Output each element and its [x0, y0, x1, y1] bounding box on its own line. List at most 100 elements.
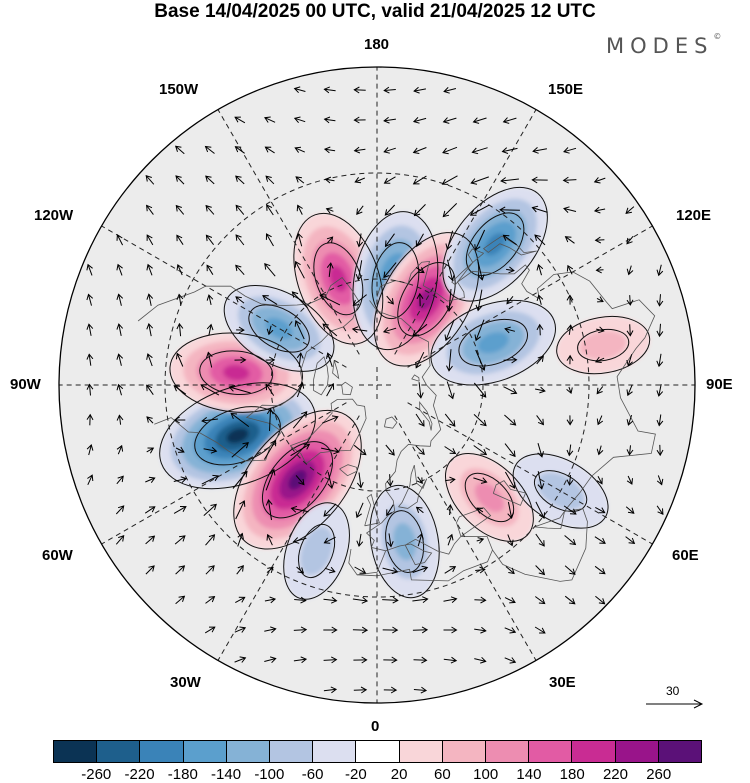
- wind-arrow: [442, 117, 457, 124]
- wind-arrow: [116, 323, 124, 336]
- wind-arrow: [356, 533, 364, 548]
- wind-arrow: [444, 446, 457, 455]
- wind-arrow: [503, 356, 518, 364]
- coastline: [313, 356, 329, 396]
- lon-label-150e: 150E: [548, 81, 584, 98]
- wind-arrow: [352, 294, 367, 307]
- wind-arrow: [205, 234, 214, 246]
- wind-arrow: [384, 204, 396, 216]
- wind-arrow: [474, 229, 486, 251]
- wind-arrow: [595, 266, 604, 274]
- anomaly-contour: [442, 186, 548, 302]
- wind-arrow: [566, 354, 574, 365]
- wind-arrow: [115, 505, 125, 515]
- colorbar-cell: [442, 741, 487, 762]
- anomaly-contour: [313, 242, 364, 316]
- wind-arrow: [146, 322, 154, 337]
- wind-arrow: [471, 147, 488, 155]
- wind-arrow: [356, 233, 364, 248]
- wind-arrow: [294, 596, 307, 604]
- wind-arrow: [145, 174, 155, 185]
- wind-arrow: [537, 471, 545, 490]
- wind-arrow: [320, 447, 340, 455]
- coastline: [492, 480, 527, 506]
- lon-label-60w: 60W: [42, 547, 73, 564]
- meridian: [101, 402, 347, 545]
- wind-arrow: [416, 292, 424, 307]
- meridian: [394, 109, 537, 355]
- wind-arrow: [115, 534, 125, 545]
- wind-arrow: [201, 474, 220, 485]
- coastline: [357, 535, 493, 582]
- wind-arrow: [86, 323, 94, 336]
- wind-arrow: [231, 442, 249, 458]
- wind-arrow: [504, 471, 516, 489]
- wind-arrow: [205, 565, 215, 575]
- wind-arrow: [205, 596, 216, 604]
- wind-arrow: [87, 474, 94, 486]
- colorbar-tick-label: 60: [434, 766, 451, 783]
- wind-arrow: [237, 532, 244, 547]
- colorbar-tick-label: 220: [602, 766, 628, 783]
- wind-arrow: [266, 204, 274, 216]
- wind-arrow: [417, 532, 424, 547]
- wind-arrow: [116, 293, 124, 306]
- wind-arrow: [656, 323, 664, 338]
- anomaly-shade: [288, 469, 307, 490]
- wind-arrow: [444, 413, 456, 427]
- wind-arrow: [146, 263, 153, 276]
- wind-arrow: [175, 175, 185, 185]
- wind-arrow: [86, 353, 94, 366]
- wind-arrow: [470, 176, 489, 185]
- wind-arrow: [473, 477, 488, 484]
- wind-arrow: [323, 86, 336, 94]
- wind-arrow: [536, 263, 544, 276]
- wind-arrow: [235, 296, 245, 304]
- wind-arrow: [292, 537, 307, 544]
- wind-arrow: [176, 293, 184, 306]
- wind-arrow: [445, 230, 454, 251]
- wind-arrow: [656, 414, 664, 427]
- coastline: [154, 301, 360, 462]
- wind-arrow: [265, 499, 273, 521]
- wind-arrow: [596, 326, 605, 334]
- wind-arrow: [205, 204, 215, 215]
- lon-label-150w: 150W: [159, 81, 199, 98]
- wind-arrow: [352, 596, 369, 604]
- wind-arrow: [235, 596, 246, 604]
- wind-arrow: [146, 204, 154, 215]
- anomaly-shade: [484, 232, 506, 256]
- colorbar-cell: [270, 741, 314, 762]
- wind-arrow: [562, 176, 577, 184]
- wind-arrow: [205, 175, 215, 185]
- wind-arrow: [475, 289, 483, 312]
- wind-arrow: [235, 500, 246, 520]
- wind-arrow: [176, 234, 184, 245]
- wind-arrow: [204, 626, 216, 634]
- wind-arrow: [290, 443, 311, 457]
- wind-arrow: [443, 596, 458, 603]
- anomaly-shade: [474, 482, 505, 513]
- wind-arrow: [595, 356, 605, 363]
- coastline: [467, 248, 484, 264]
- wind-arrow: [596, 415, 604, 426]
- wind-arrow: [116, 353, 124, 366]
- wind-arrow: [593, 206, 606, 214]
- wind-arrow: [594, 536, 606, 544]
- graticule: [59, 67, 695, 703]
- wind-arrow: [174, 145, 185, 155]
- wind-arrow: [564, 535, 577, 546]
- wind-arrow: [566, 415, 574, 426]
- coastline: [411, 374, 420, 382]
- wind-arrow: [626, 384, 633, 397]
- wind-arrow: [146, 384, 154, 395]
- wind-arrow: [412, 626, 429, 634]
- wind-arrow: [290, 505, 309, 513]
- wind-arrow: [353, 146, 366, 154]
- wind-arrow: [383, 262, 397, 279]
- wind-arrow: [295, 176, 305, 184]
- wind-arrow: [146, 447, 155, 454]
- wind-arrow: [413, 656, 428, 664]
- wind-arrow: [415, 445, 425, 456]
